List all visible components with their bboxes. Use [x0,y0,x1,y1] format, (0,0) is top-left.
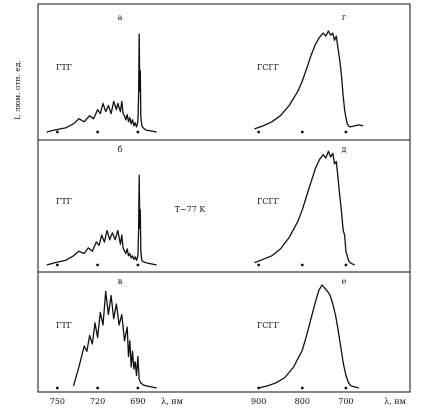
sample-label: ГТГ [56,63,72,72]
sample-label: ГТГ [56,321,72,330]
panel-letter: д [342,145,347,154]
x-tick-label: 720 [90,397,105,406]
sample-label: ГСГГ [257,63,279,72]
spectrum-line-г [254,30,364,130]
x-tick-label: 700 [338,397,353,406]
panel-letter: в [118,277,123,286]
baseline-tick-dot [257,263,261,267]
panel-letter: б [118,145,123,154]
baseline-tick-dot [344,130,348,134]
baseline-tick-dot [136,263,140,267]
baseline-tick-dot [257,386,261,390]
sample-label: ГСГГ [257,321,279,330]
sample-label: ГТГ [56,197,72,206]
panel-letter: е [342,277,347,286]
baseline-tick-dot [257,130,261,134]
baseline-tick-dot [344,263,348,267]
x-tick-label: 690 [130,397,145,406]
baseline-tick-dot [136,130,140,134]
panel-frames [37,3,411,393]
panel-letter: а [118,13,123,22]
baseline-tick-dot [56,130,59,134]
baseline-tick-dot [136,386,140,390]
y-axis-label: I, люм. отн. ед. [13,60,22,120]
spectrum-line-е [258,284,360,389]
baseline-tick-dot [300,130,304,134]
spectrum-line-б [46,174,157,266]
spectrum-line-а [46,33,157,133]
spectrum-curves [46,30,364,390]
outer-frame [37,3,411,393]
spectrum-line-д [254,150,355,266]
baseline-tick-dot [300,263,304,267]
x-tick-label: 750 [50,397,65,406]
baseline-tick-dot [96,386,99,390]
x-tick-label: 900 [251,397,266,406]
baseline-tick-dot [56,263,59,267]
baseline-tick-dot [56,386,59,390]
baseline-tick-dot [96,130,99,134]
panel-texts: I, люм. отн. ед. T~77 K ГТГ а ГТГ б ГТГ в 750 720… [13,13,406,406]
x-axis-label: λ, нм [161,397,183,406]
sample-label: ГСГГ [257,197,279,206]
x-axis-label: λ, нм [384,397,406,406]
x-tick-label: 800 [295,397,310,406]
panel-letter: г [342,13,346,22]
baseline-tick-dot [300,386,304,390]
baseline-tick-dot [344,386,348,390]
temperature-label: T~77 K [175,205,207,214]
baseline-tick-dot [96,263,99,267]
spectrum-line-в [72,290,157,389]
